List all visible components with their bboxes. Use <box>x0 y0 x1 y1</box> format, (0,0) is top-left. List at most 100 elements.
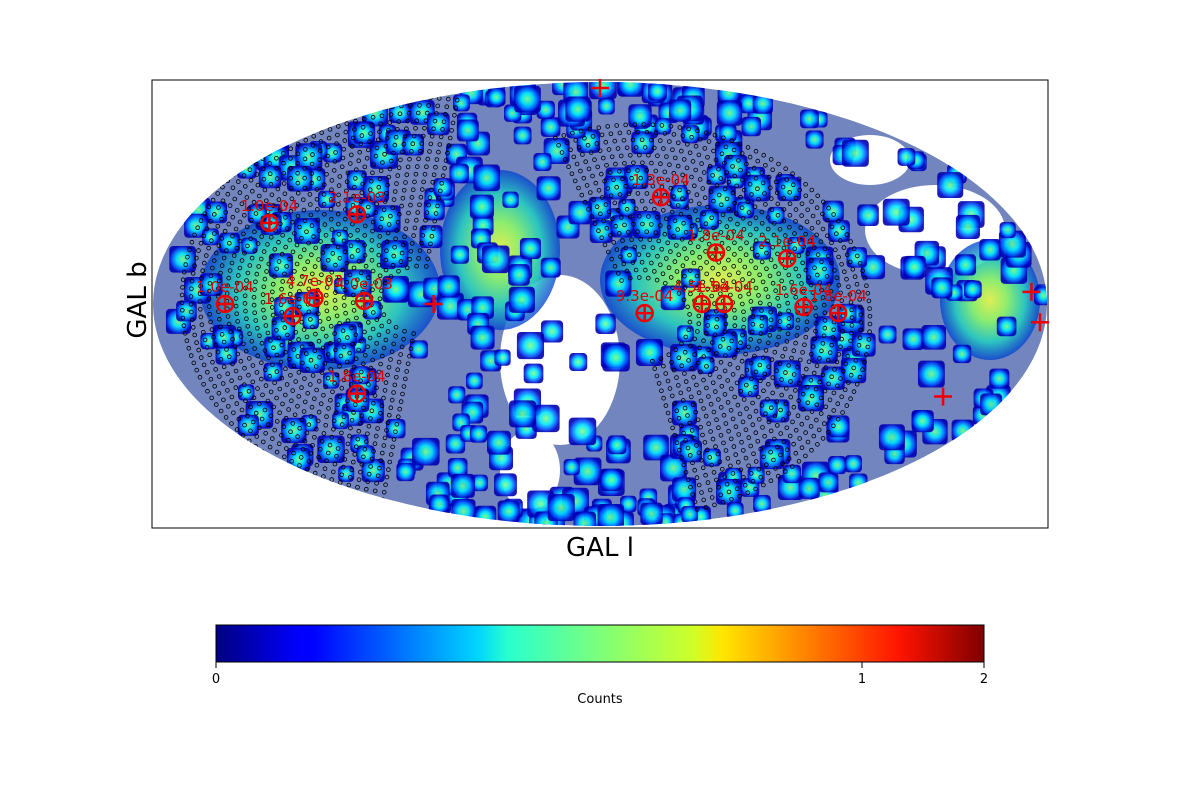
pointing-point <box>671 194 676 199</box>
pointing-point <box>857 260 863 266</box>
pointing-point <box>269 297 275 302</box>
pointing-point <box>632 183 638 189</box>
pointing-point <box>383 380 389 385</box>
pointing-point <box>748 471 754 476</box>
exposure-blob <box>452 94 470 112</box>
pointing-point <box>208 319 213 325</box>
pointing-point <box>738 167 743 173</box>
pointing-point <box>329 178 335 183</box>
pointing-point <box>864 352 869 357</box>
pointing-point <box>298 281 303 287</box>
pointing-point <box>653 168 659 174</box>
pointing-point <box>584 183 590 188</box>
pointing-point <box>294 203 300 208</box>
pointing-point <box>761 388 766 394</box>
pointing-point <box>339 422 345 427</box>
pointing-point <box>733 452 738 457</box>
pointing-point <box>340 155 346 161</box>
pointing-point <box>718 176 724 181</box>
pointing-point <box>316 454 321 460</box>
pointing-point <box>612 138 618 144</box>
pointing-point <box>272 320 277 326</box>
pointing-point <box>799 281 804 286</box>
pointing-point <box>325 144 331 150</box>
pointing-point <box>306 309 312 315</box>
pointing-point <box>566 164 571 170</box>
pointing-point <box>329 477 335 482</box>
pointing-point <box>242 365 247 371</box>
pointing-point <box>212 383 218 389</box>
pointing-point <box>716 425 721 431</box>
exposure-blob <box>481 245 510 274</box>
pointing-point <box>370 326 376 332</box>
pointing-point <box>276 197 282 202</box>
pointing-point <box>401 188 407 193</box>
pointing-point <box>734 486 740 492</box>
exposure-blob <box>841 139 869 167</box>
pointing-point <box>618 254 623 260</box>
pointing-point <box>358 378 363 384</box>
pointing-point <box>383 267 389 273</box>
pointing-point <box>262 348 268 353</box>
pointing-point <box>353 332 359 338</box>
pointing-point <box>720 336 726 342</box>
pointing-point <box>341 414 347 420</box>
pointing-point <box>381 207 387 213</box>
exposure-blob <box>473 164 501 192</box>
pointing-point <box>727 154 733 160</box>
pointing-point <box>212 231 217 236</box>
pointing-point <box>376 332 382 338</box>
pointing-point <box>777 326 782 332</box>
exposure-blob <box>450 245 469 264</box>
pointing-point <box>823 404 829 410</box>
pointing-point <box>622 222 627 228</box>
pointing-point <box>293 329 299 335</box>
pointing-point <box>765 215 771 220</box>
pointing-point <box>800 373 806 379</box>
pointing-point <box>365 344 370 350</box>
pointing-point <box>378 168 384 174</box>
pointing-point <box>399 203 404 209</box>
pointing-point <box>703 472 708 478</box>
pointing-point <box>258 360 264 366</box>
pointing-point <box>707 163 713 169</box>
pointing-point <box>757 338 762 344</box>
pointing-point <box>390 444 395 450</box>
pointing-point <box>254 271 260 277</box>
pointing-point <box>736 158 741 163</box>
pointing-point <box>612 263 618 269</box>
pointing-point <box>675 163 681 169</box>
pointing-point <box>706 421 711 427</box>
pointing-point <box>381 395 386 401</box>
pointing-point <box>295 170 300 176</box>
pointing-point <box>250 188 255 194</box>
exposure-blob <box>351 366 370 385</box>
pointing-point <box>694 475 700 480</box>
pointing-point <box>661 395 666 401</box>
pointing-point <box>771 221 777 226</box>
pointing-point <box>310 152 315 157</box>
pointing-point <box>846 346 852 351</box>
pointing-point <box>839 298 844 303</box>
pointing-point <box>321 212 327 217</box>
pointing-point <box>275 186 281 192</box>
pointing-point <box>747 154 753 160</box>
pointing-point <box>206 245 211 251</box>
pointing-point <box>395 414 401 420</box>
pointing-point <box>679 455 684 460</box>
pointing-point <box>655 153 660 159</box>
exposure-blob <box>979 238 1001 261</box>
pointing-point <box>760 279 766 285</box>
pointing-point <box>304 430 310 436</box>
pointing-point <box>656 176 662 182</box>
pointing-point <box>765 470 771 476</box>
pointing-point <box>316 257 321 262</box>
exposure-blob <box>1034 286 1047 306</box>
pointing-point <box>750 479 756 484</box>
pointing-point <box>359 462 365 467</box>
pointing-point <box>783 370 788 375</box>
pointing-point <box>688 279 694 285</box>
pointing-point <box>288 156 293 161</box>
pointing-point <box>358 338 364 344</box>
pointing-point <box>325 153 330 159</box>
